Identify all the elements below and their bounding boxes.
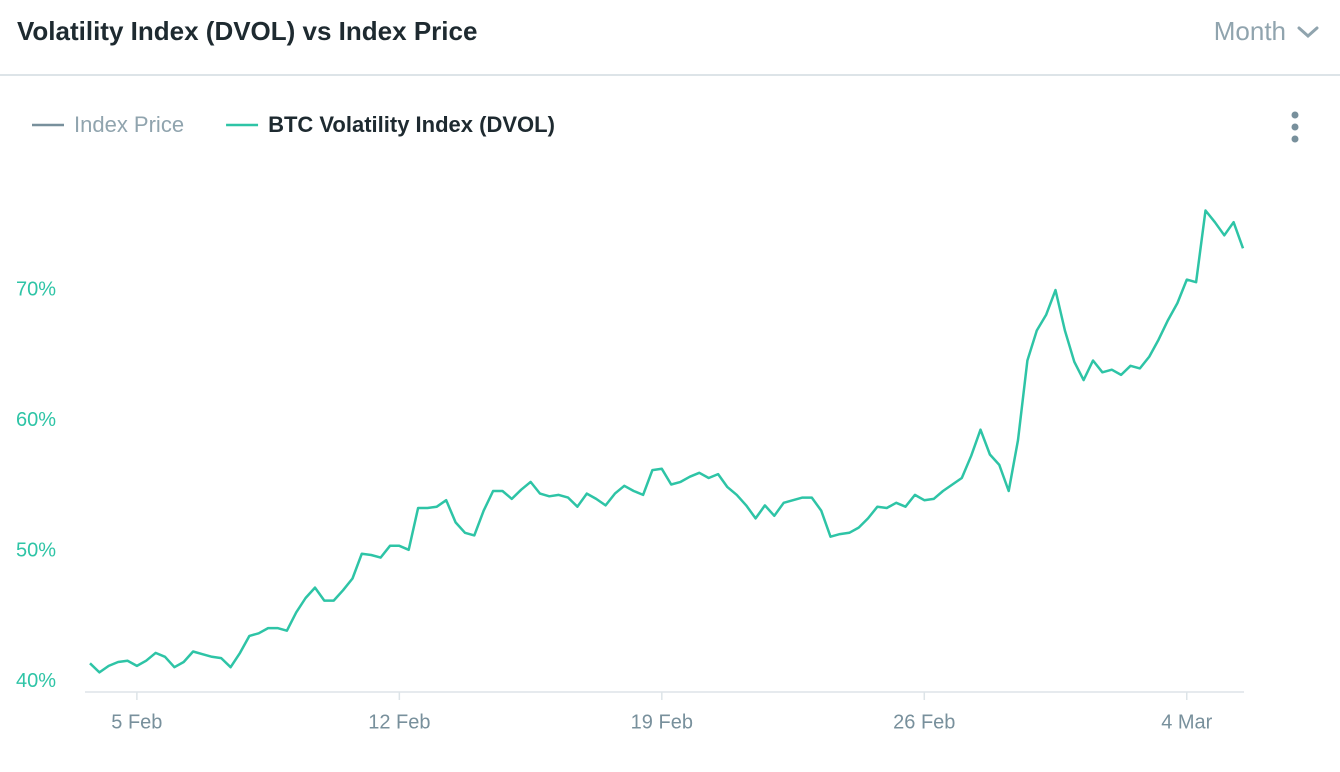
series-line: [89, 209, 1245, 674]
header-divider: [0, 74, 1340, 76]
legend-label: Index Price: [74, 112, 184, 137]
y-tick-label: 70%: [16, 278, 56, 300]
x-tick-label: 4 Mar: [1161, 711, 1212, 733]
legend-item[interactable]: Index Price: [32, 112, 184, 137]
y-tick-label: 60%: [16, 409, 56, 431]
menu-icon[interactable]: [1291, 111, 1299, 143]
chevron-icon[interactable]: [1296, 24, 1320, 40]
x-tick-label: 19 Feb: [631, 711, 693, 733]
widget-title: Volatility Index (DVOL) vs Index Price: [17, 16, 478, 46]
x-tick-label: 12 Feb: [368, 711, 430, 733]
y-tick-label: 40%: [16, 670, 56, 692]
legend-item[interactable]: BTC Volatility Index (DVOL): [226, 112, 555, 137]
x-tick-label: 5 Feb: [111, 711, 162, 733]
period-dropdown[interactable]: Month: [1214, 16, 1320, 47]
period-label[interactable]: Month: [1213, 16, 1286, 46]
legend-label: BTC Volatility Index (DVOL): [268, 112, 555, 137]
x-tick-label: 26 Feb: [893, 711, 955, 733]
y-tick-label: 50%: [16, 539, 56, 561]
